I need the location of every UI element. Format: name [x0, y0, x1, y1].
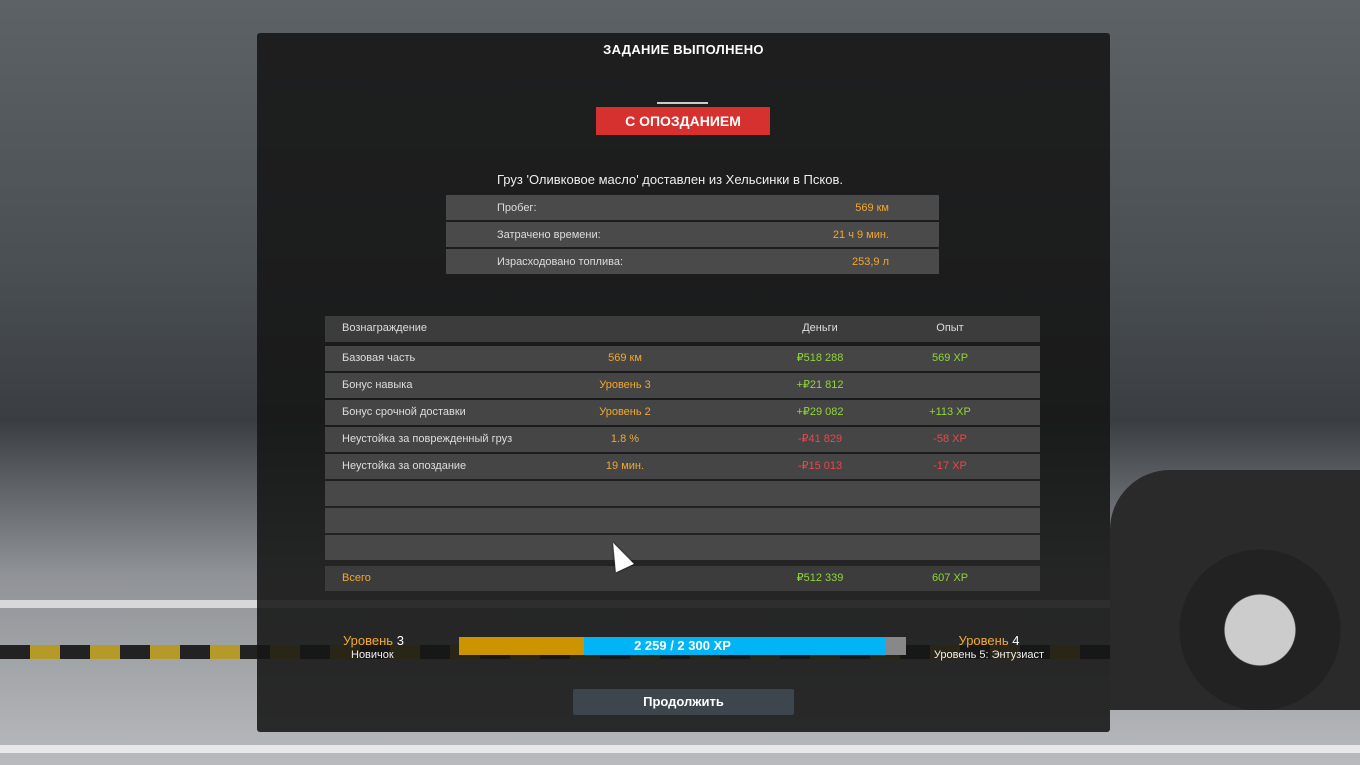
- empty-row: [325, 535, 1040, 560]
- xp-progress-bar: 2 259 / 2 300 XP: [459, 637, 906, 655]
- table-header: Вознаграждение Деньги Опыт: [325, 316, 1040, 342]
- stat-label: Пробег:: [497, 201, 537, 214]
- table-row: Базовая часть 569 км ₽518 288 569 XP: [325, 346, 1040, 371]
- cell-name: Неустойка за опоздание: [342, 460, 467, 472]
- current-level: Уровень 3 Новичок: [343, 633, 404, 661]
- xp-progress-text: 2 259 / 2 300 XP: [634, 638, 731, 653]
- xp-gained-fill: [584, 637, 886, 655]
- cell-xp: -58 XP: [933, 433, 967, 445]
- total-label: Всего: [342, 572, 371, 584]
- cell-detail: 569 км: [608, 352, 642, 364]
- header-xp: Опыт: [936, 322, 964, 334]
- background-floor-line: [0, 745, 1360, 753]
- cell-money: ₽518 288: [796, 352, 844, 364]
- table-row: Бонус навыка Уровень 3 +₽21 812: [325, 373, 1040, 398]
- cell-money: +₽21 812: [796, 379, 844, 391]
- level-word: Уровень: [958, 633, 1009, 648]
- reward-table: Вознаграждение Деньги Опыт Базовая часть…: [325, 316, 1040, 593]
- level-number: 3: [396, 633, 404, 648]
- level-word: Уровень: [343, 633, 394, 648]
- total-xp: 607 XP: [931, 572, 969, 584]
- stat-value: 569 км: [855, 201, 889, 214]
- cell-detail: 19 мин.: [605, 460, 645, 472]
- cell-detail: Уровень 3: [599, 379, 651, 391]
- cell-money: -₽15 013: [797, 460, 843, 472]
- stat-label: Затрачено времени:: [497, 228, 601, 241]
- cell-detail: Уровень 2: [599, 406, 651, 418]
- total-row: Всего ₽512 339 607 XP: [325, 566, 1040, 591]
- level-number: 4: [1012, 633, 1020, 648]
- divider: [657, 102, 708, 104]
- next-rank: Уровень 5: Энтузиаст: [933, 649, 1045, 661]
- cargo-description: Груз 'Оливковое масло' доставлен из Хель…: [497, 172, 843, 187]
- job-complete-dialog: ЗАДАНИЕ ВЫПОЛНЕНО С ОПОЗДАНИЕМ Груз 'Оли…: [257, 33, 1110, 732]
- cell-name: Базовая часть: [342, 352, 416, 364]
- cell-name: Неустойка за поврежденный груз: [342, 433, 513, 445]
- trip-stats: Пробег: 569 км Затрачено времени: 21 ч 9 м…: [446, 195, 939, 276]
- xp-previous-fill: [459, 637, 585, 655]
- header-money: Деньги: [802, 322, 838, 334]
- cell-detail: 1.8 %: [610, 433, 640, 445]
- table-row: Бонус срочной доставки Уровень 2 +₽29 082 +…: [325, 400, 1040, 425]
- background-truck: [1110, 470, 1360, 710]
- stat-row: Израсходовано топлива: 253,9 л: [446, 249, 939, 274]
- cell-xp: -17 XP: [933, 460, 967, 472]
- stat-row: Затрачено времени: 21 ч 9 мин.: [446, 222, 939, 247]
- cell-money: +₽29 082: [796, 406, 844, 418]
- total-money: ₽512 339: [796, 572, 844, 584]
- stat-row: Пробег: 569 км: [446, 195, 939, 220]
- stat-label: Израсходовано топлива:: [497, 255, 624, 268]
- cell-name: Бонус навыка: [342, 379, 413, 391]
- table-row: Неустойка за опоздание 19 мин. -₽15 013 -17…: [325, 454, 1040, 479]
- table-row: Неустойка за поврежденный груз 1.8 % -₽41 …: [325, 427, 1040, 452]
- empty-row: [325, 508, 1040, 533]
- header-reward: Вознаграждение: [342, 322, 428, 334]
- current-rank: Новичок: [351, 649, 394, 661]
- cell-money: -₽41 829: [797, 433, 843, 445]
- cell-xp: +113 XP: [929, 406, 971, 418]
- dialog-title: ЗАДАНИЕ ВЫПОЛНЕНО: [603, 42, 764, 57]
- status-badge: С ОПОЗДАНИЕМ: [596, 107, 770, 135]
- stat-value: 253,9 л: [851, 255, 889, 268]
- stat-value: 21 ч 9 мин.: [832, 228, 889, 241]
- continue-button[interactable]: Продолжить: [573, 689, 794, 715]
- cell-name: Бонус срочной доставки: [342, 406, 466, 418]
- next-level: Уровень 4 Уровень 5: Энтузиаст: [929, 633, 1049, 661]
- cell-xp: 569 XP: [931, 352, 969, 364]
- empty-row: [325, 481, 1040, 506]
